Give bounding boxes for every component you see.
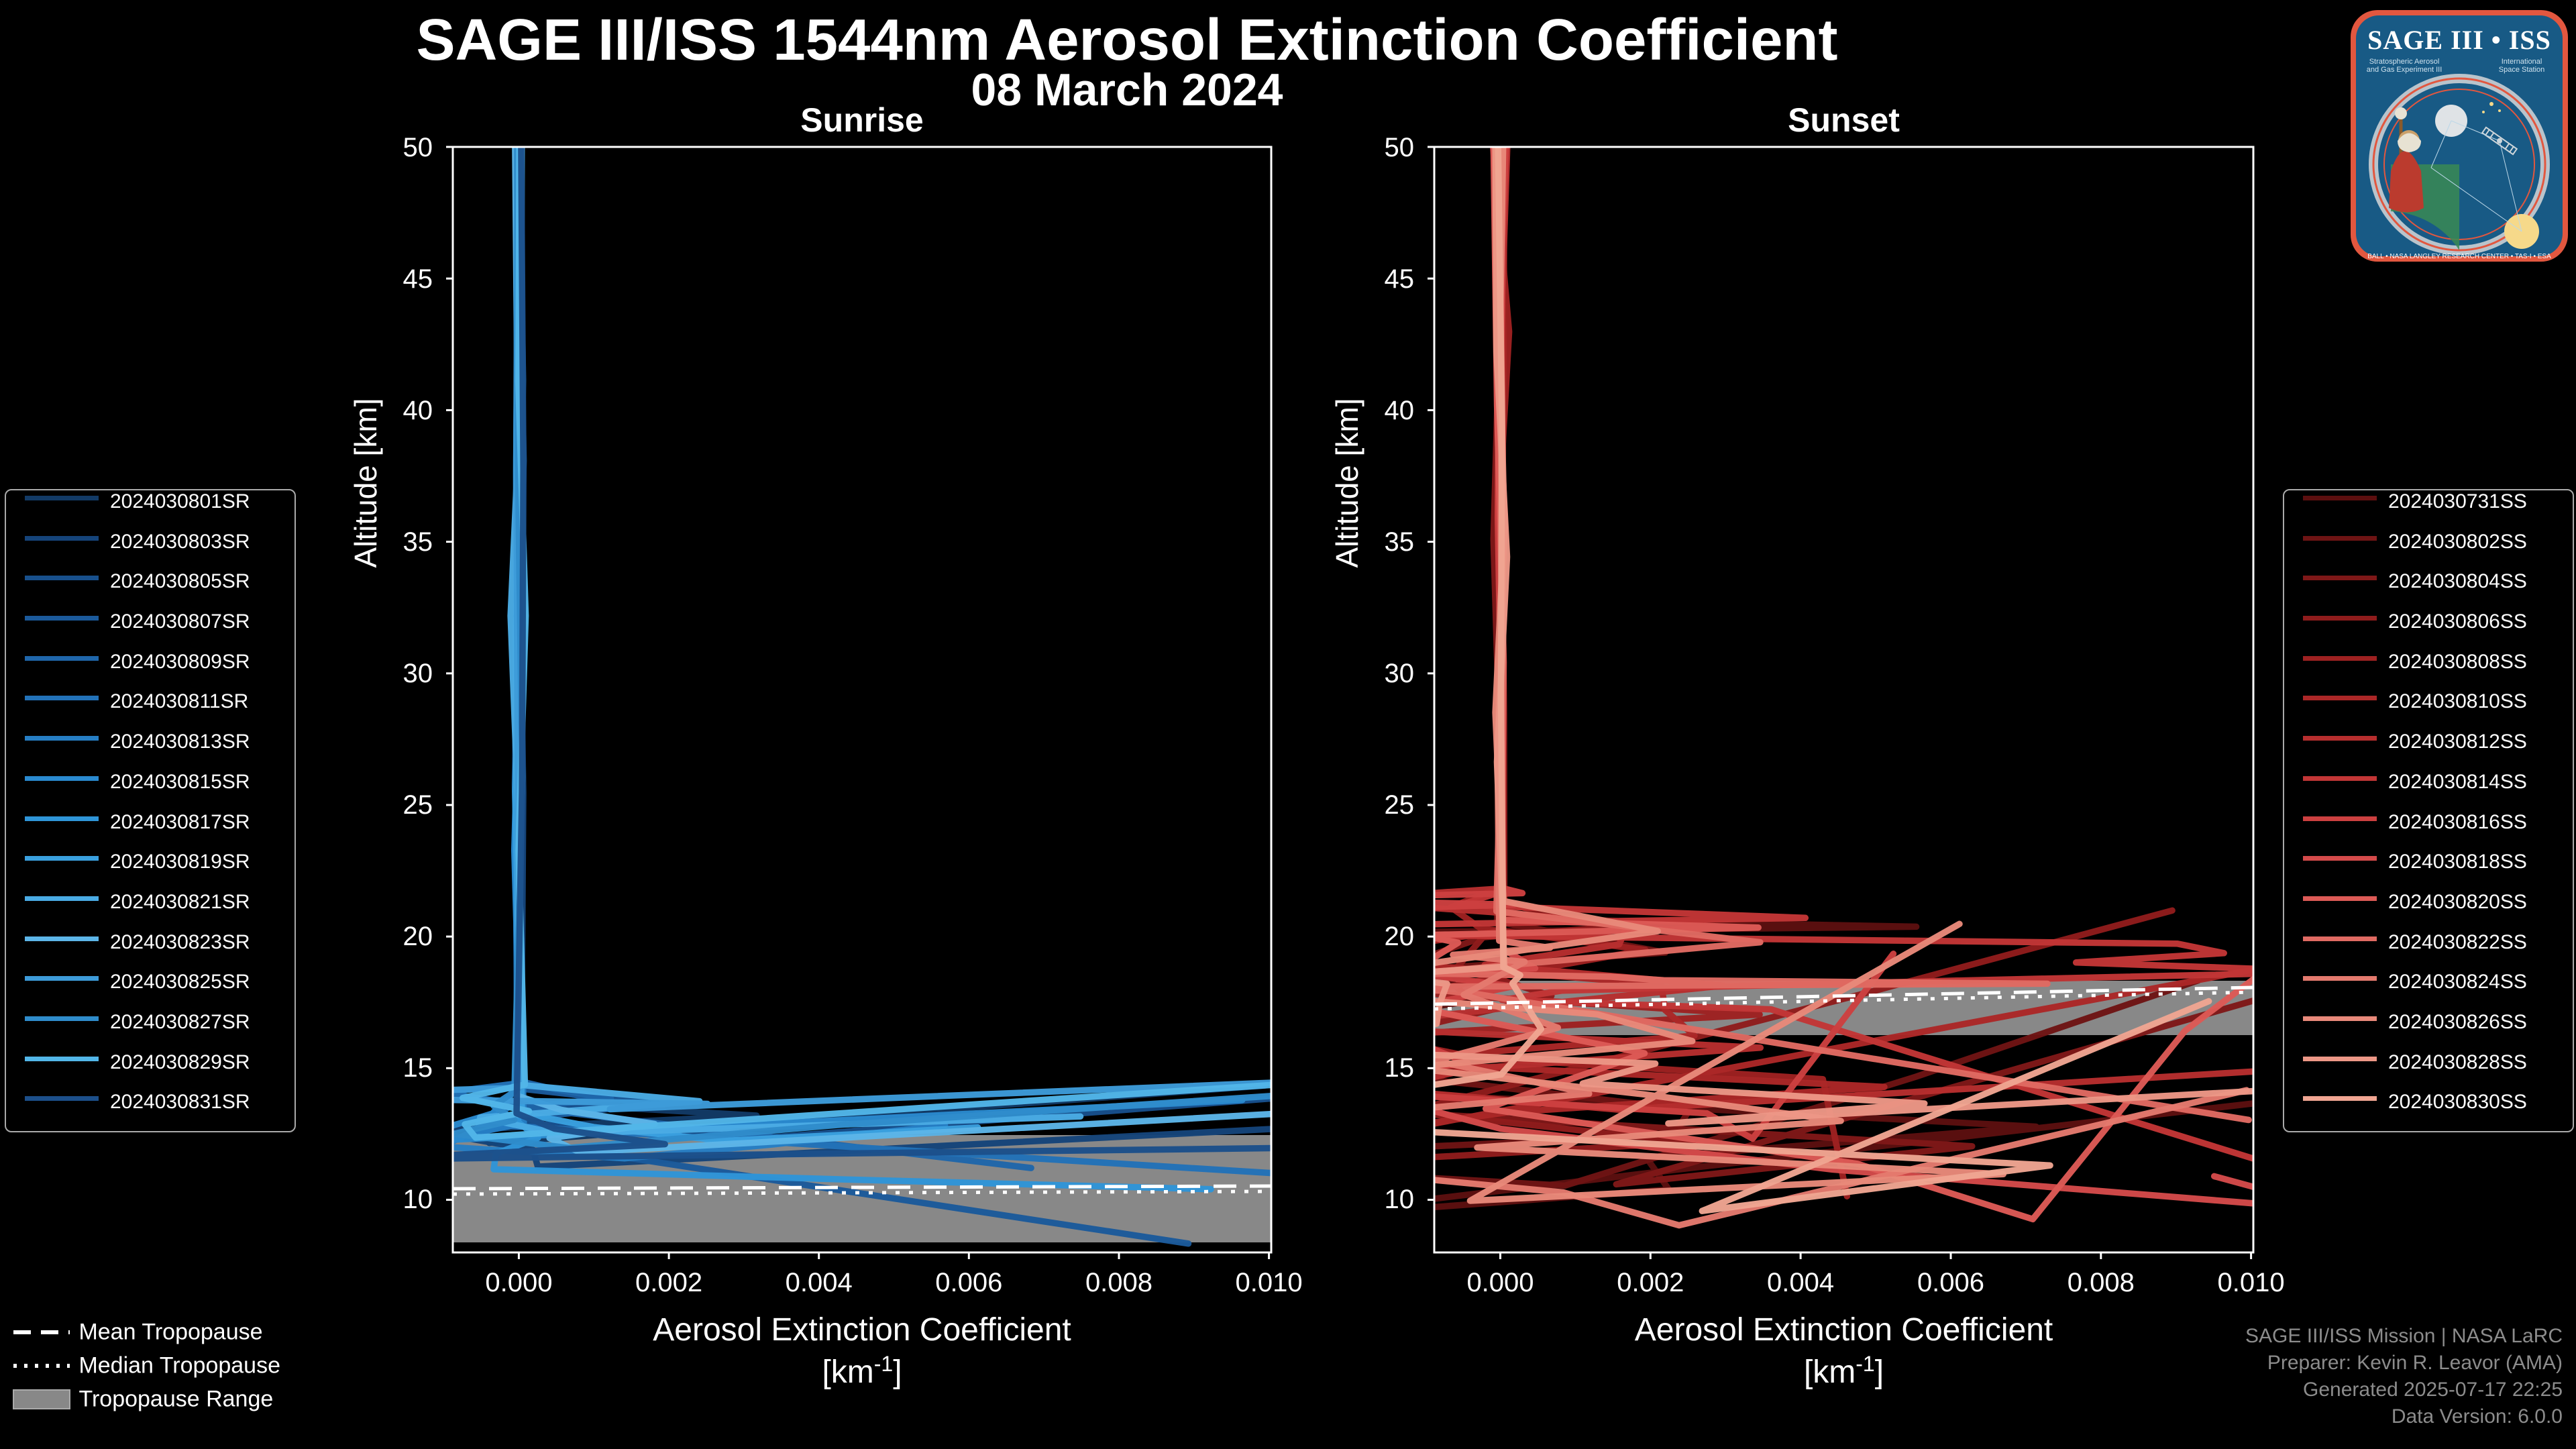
svg-text:0.006: 0.006 xyxy=(1917,1268,1984,1297)
svg-text:0.004: 0.004 xyxy=(1767,1268,1834,1297)
svg-text:40: 40 xyxy=(1385,396,1415,425)
svg-text:15: 15 xyxy=(403,1053,433,1083)
svg-text:BALL • NASA LANGLEY RESEARCH C: BALL • NASA LANGLEY RESEARCH CENTER • TA… xyxy=(2367,253,2551,260)
svg-text:20: 20 xyxy=(403,922,433,951)
svg-text:0.002: 0.002 xyxy=(1617,1268,1684,1297)
svg-text:0.002: 0.002 xyxy=(635,1268,702,1297)
svg-text:0.000: 0.000 xyxy=(1466,1268,1534,1297)
svg-text:25: 25 xyxy=(403,790,433,820)
svg-text:45: 45 xyxy=(403,264,433,294)
svg-text:40: 40 xyxy=(403,396,433,425)
svg-text:0.010: 0.010 xyxy=(2218,1268,2285,1297)
svg-text:Stratospheric Aerosol: Stratospheric Aerosol xyxy=(2369,58,2440,66)
svg-text:25: 25 xyxy=(1385,790,1415,820)
svg-text:10: 10 xyxy=(403,1185,433,1214)
svg-text:SAGE III • ISS: SAGE III • ISS xyxy=(2367,25,2551,55)
svg-text:50: 50 xyxy=(1385,133,1415,162)
svg-text:0.008: 0.008 xyxy=(1085,1268,1152,1297)
svg-text:30: 30 xyxy=(403,659,433,688)
svg-text:0.004: 0.004 xyxy=(786,1268,853,1297)
svg-text:and Gas Experiment III: and Gas Experiment III xyxy=(2367,66,2443,74)
svg-text:International: International xyxy=(2502,58,2542,66)
svg-text:45: 45 xyxy=(1385,264,1415,294)
svg-text:0.000: 0.000 xyxy=(485,1268,552,1297)
svg-text:Space Station: Space Station xyxy=(2499,66,2545,74)
svg-text:20: 20 xyxy=(1385,922,1415,951)
svg-text:15: 15 xyxy=(1385,1053,1415,1083)
svg-text:35: 35 xyxy=(1385,527,1415,557)
svg-text:10: 10 xyxy=(1385,1185,1415,1214)
svg-text:30: 30 xyxy=(1385,659,1415,688)
svg-text:50: 50 xyxy=(403,133,433,162)
svg-text:35: 35 xyxy=(403,527,433,557)
svg-text:0.006: 0.006 xyxy=(935,1268,1002,1297)
svg-text:0.010: 0.010 xyxy=(1236,1268,1303,1297)
svg-text:0.008: 0.008 xyxy=(2068,1268,2135,1297)
